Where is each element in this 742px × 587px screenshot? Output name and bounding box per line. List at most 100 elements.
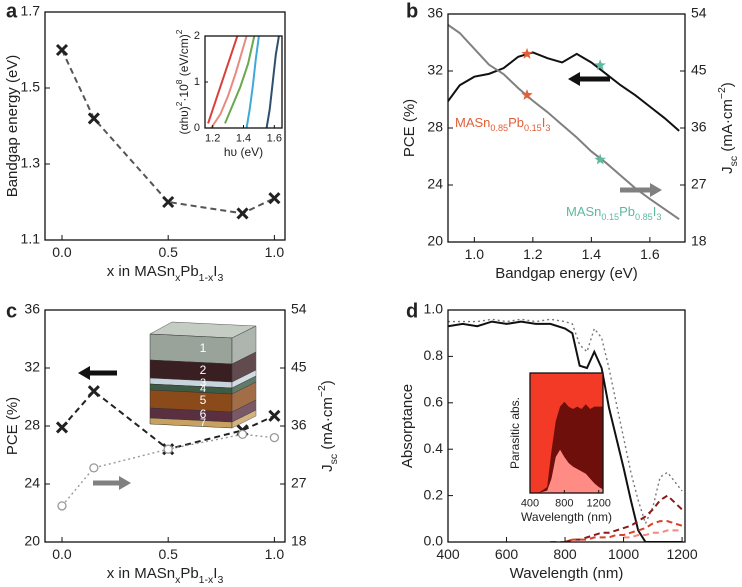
plot-frame — [44, 11, 286, 241]
x-tick-label: 1200 — [666, 546, 697, 562]
text-part: x — [175, 574, 181, 586]
text-part: 8 — [174, 79, 184, 84]
series-line — [550, 520, 683, 542]
y-tick-label: 0.8 — [424, 347, 444, 363]
marker — [55, 421, 69, 434]
x-tick-label: 800 — [553, 546, 577, 562]
arrow-head — [78, 366, 90, 380]
y2-tick-label: 45 — [691, 62, 707, 78]
arrow-head — [568, 72, 580, 86]
series-line — [448, 320, 683, 542]
y-tick-label: 1 — [194, 76, 200, 88]
y-axis-label: PCE (%) — [401, 99, 418, 157]
x-tick-label: 0.5 — [158, 546, 178, 562]
text-part: (eV/cm) — [177, 34, 191, 79]
text-part: I — [542, 115, 546, 130]
x-tick-label: 800 — [555, 497, 573, 509]
x-tick-label: 600 — [495, 546, 519, 562]
text-part: I — [653, 204, 657, 219]
y-tick-label: 0.6 — [424, 394, 444, 410]
series-line — [210, 36, 248, 128]
y2-tick-label: 18 — [291, 533, 307, 549]
y-tick-label: 1.3 — [21, 155, 41, 171]
panel-label: d — [406, 300, 418, 322]
area — [530, 401, 603, 493]
marker — [521, 89, 533, 100]
text-part: sc — [728, 156, 740, 167]
arrow-head — [119, 476, 131, 490]
text-part: Pb — [180, 263, 198, 280]
plot-area — [55, 43, 281, 220]
series-line — [61, 49, 275, 215]
panel-label: a — [6, 0, 18, 22]
text-part: J — [719, 166, 736, 174]
y-tick-label: 0 — [194, 122, 200, 134]
text-part: 2 — [174, 101, 184, 106]
series-line — [448, 51, 680, 132]
x-axis-label: x in MASnxPb1-xI3 — [107, 263, 224, 284]
layer-label: 2 — [200, 363, 207, 377]
stack-side — [231, 409, 257, 429]
marker — [55, 43, 69, 57]
marker — [236, 207, 249, 220]
y2-tick-label: 54 — [691, 5, 707, 21]
x-tick-label: 0.0 — [52, 244, 72, 260]
text-part: 0.15 — [524, 123, 542, 133]
y2-tick-label: 45 — [291, 359, 307, 375]
text-part: x in MASn — [107, 565, 175, 582]
x-tick-label: 1.0 — [465, 246, 485, 262]
x-tick-label: 1000 — [608, 546, 639, 562]
x-tick-label: 400 — [436, 546, 460, 562]
annotation: MASn0.85Pb0.15I3 — [455, 115, 550, 133]
panel-label: b — [406, 0, 418, 22]
x-tick-label: 1.0 — [265, 546, 285, 562]
y-tick-label: 2 — [194, 30, 200, 42]
plot-frame — [447, 309, 686, 543]
series-line — [207, 36, 239, 124]
series-line — [265, 36, 280, 128]
y-tick-label: 24 — [24, 475, 40, 491]
text-part: I — [213, 263, 217, 280]
panel-label: c — [6, 300, 17, 322]
y-tick-label: 36 — [427, 5, 443, 21]
layer-label: 5 — [200, 393, 207, 407]
text-part: 3 — [545, 123, 550, 133]
layer-label: 4 — [200, 383, 206, 395]
marker — [87, 112, 100, 125]
x-tick-label: 1.4 — [582, 246, 602, 262]
y2-tick-label: 18 — [691, 233, 707, 249]
y-tick-label: 1.0 — [424, 301, 444, 317]
text-part: Pb — [180, 565, 198, 582]
series-line — [224, 36, 256, 124]
text-part: 0.15 — [601, 212, 619, 222]
marker — [89, 463, 99, 473]
y2-tick-label: 36 — [291, 417, 307, 433]
y-tick-label: 24 — [427, 176, 443, 192]
text-part: x — [175, 272, 181, 284]
y-axis-label: (αhυ)2·108 (eV/cm)2 — [174, 29, 191, 134]
y2-tick-label: 27 — [691, 176, 707, 192]
text-part: 2 — [174, 29, 184, 34]
y-tick-label: 1.7 — [21, 3, 41, 19]
area — [530, 449, 603, 493]
y2-axis-label: Jsc (mA·cm−2) — [716, 82, 740, 174]
marker — [269, 432, 280, 443]
text-part: ) — [719, 82, 736, 87]
text-part: I — [213, 565, 217, 582]
y-axis-label: Parasitic abs. — [508, 397, 522, 469]
text-part: ) — [319, 380, 336, 385]
plot-area — [530, 401, 603, 493]
y-tick-label: 32 — [427, 62, 443, 78]
layer-label: 3 — [200, 377, 206, 389]
y-axis-label: Bandgap energy (eV) — [4, 55, 21, 198]
y-tick-label: 0.0 — [424, 533, 444, 549]
y-tick-label: 0.2 — [424, 486, 444, 502]
text-part: Pb — [619, 204, 635, 219]
y-tick-label: 20 — [427, 233, 443, 249]
stack-layer — [149, 333, 233, 365]
text-part: (mA·cm — [719, 99, 736, 156]
y-tick-label: 28 — [24, 417, 40, 433]
text-part: ·10 — [177, 84, 191, 102]
marker — [594, 59, 606, 71]
